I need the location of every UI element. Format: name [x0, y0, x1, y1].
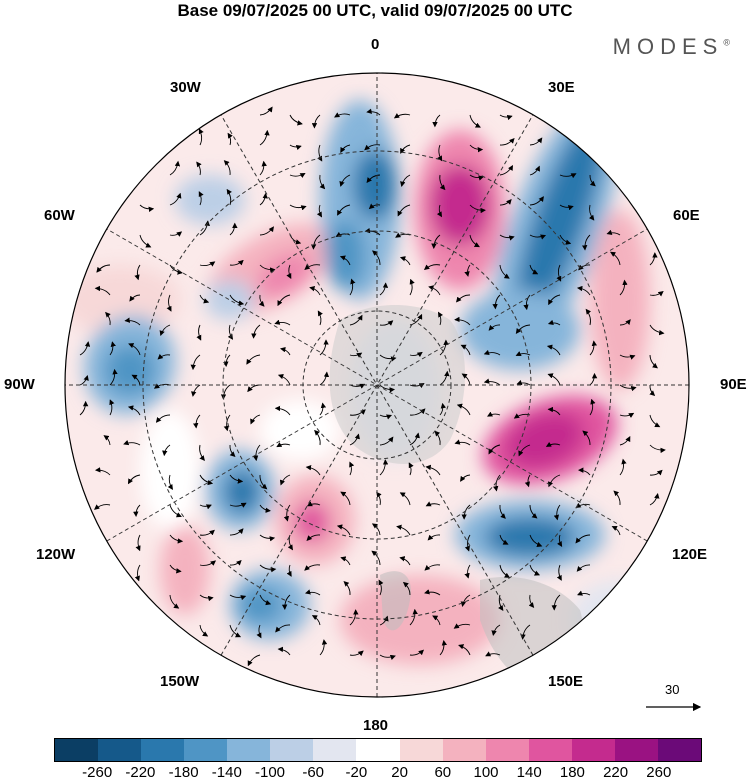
modes-logo: MODES® [612, 34, 730, 59]
colorbar-tick-label: -220 [125, 764, 156, 781]
lon-label-90w: 90W [4, 376, 35, 393]
colorbar-swatch [227, 739, 271, 761]
colorbar-tick-label: 140 [516, 764, 542, 781]
lon-label-120e: 120E [672, 546, 708, 563]
lon-label-0: 0 [371, 36, 380, 53]
colorbar [54, 738, 702, 762]
colorbar-tick-label: 220 [603, 764, 629, 781]
colorbar-tick-label: 20 [391, 764, 408, 781]
lon-label-90e: 90E [720, 376, 747, 393]
colorbar-swatch [356, 739, 400, 761]
reference-vector-label: 30 [665, 682, 680, 697]
colorbar-tick-label: 260 [646, 764, 672, 781]
lon-label-120w: 120W [36, 546, 76, 563]
colorbar-swatch [98, 739, 142, 761]
colorbar-tick-label: 180 [559, 764, 585, 781]
lon-label-60w: 60W [44, 207, 75, 224]
graticule [65, 73, 689, 697]
colorbar-swatch [270, 739, 314, 761]
polar-map [64, 72, 690, 698]
colorbar-swatch [141, 739, 185, 761]
lon-label-30e: 30E [548, 79, 575, 96]
lon-label-180: 180 [363, 717, 389, 734]
colorbar-tick-label: 100 [473, 764, 499, 781]
land-masses [329, 305, 583, 690]
colorbar-tick-label: -260 [82, 764, 113, 781]
colorbar-swatch [485, 739, 529, 761]
colorbar-tick-label: -60 [302, 764, 325, 781]
colorbar-tick-label: -20 [345, 764, 368, 781]
map-title: Base 09/07/2025 00 UTC, valid 09/07/2025… [177, 1, 573, 20]
colorbar-tick-label: 60 [434, 764, 452, 781]
map-boundary [64, 72, 690, 698]
reference-vector-arrow [646, 702, 702, 712]
lon-label-30w: 30W [170, 79, 201, 96]
colorbar-ticks: -260 -220 -180 -140 -100 -60 -20 20 60 100 140 180 2… [0, 764, 750, 782]
colorbar-tick-label: -140 [211, 764, 242, 781]
colorbar-swatch [614, 739, 658, 761]
colorbar-swatch [399, 739, 443, 761]
wind-vectors [79, 106, 666, 667]
colorbar-swatch [55, 739, 99, 761]
lon-label-60e: 60E [673, 207, 700, 224]
colorbar-swatch [657, 739, 701, 761]
lon-label-150w: 150W [160, 673, 200, 690]
colorbar-swatch [528, 739, 572, 761]
colorbar-swatch [313, 739, 357, 761]
colorbar-tick-label: -100 [254, 764, 286, 781]
colorbar-swatch [442, 739, 486, 761]
colorbar-tick-label: -180 [168, 764, 199, 781]
lon-label-150e: 150E [548, 673, 584, 690]
colorbar-swatch [571, 739, 615, 761]
colorbar-swatch [184, 739, 228, 761]
